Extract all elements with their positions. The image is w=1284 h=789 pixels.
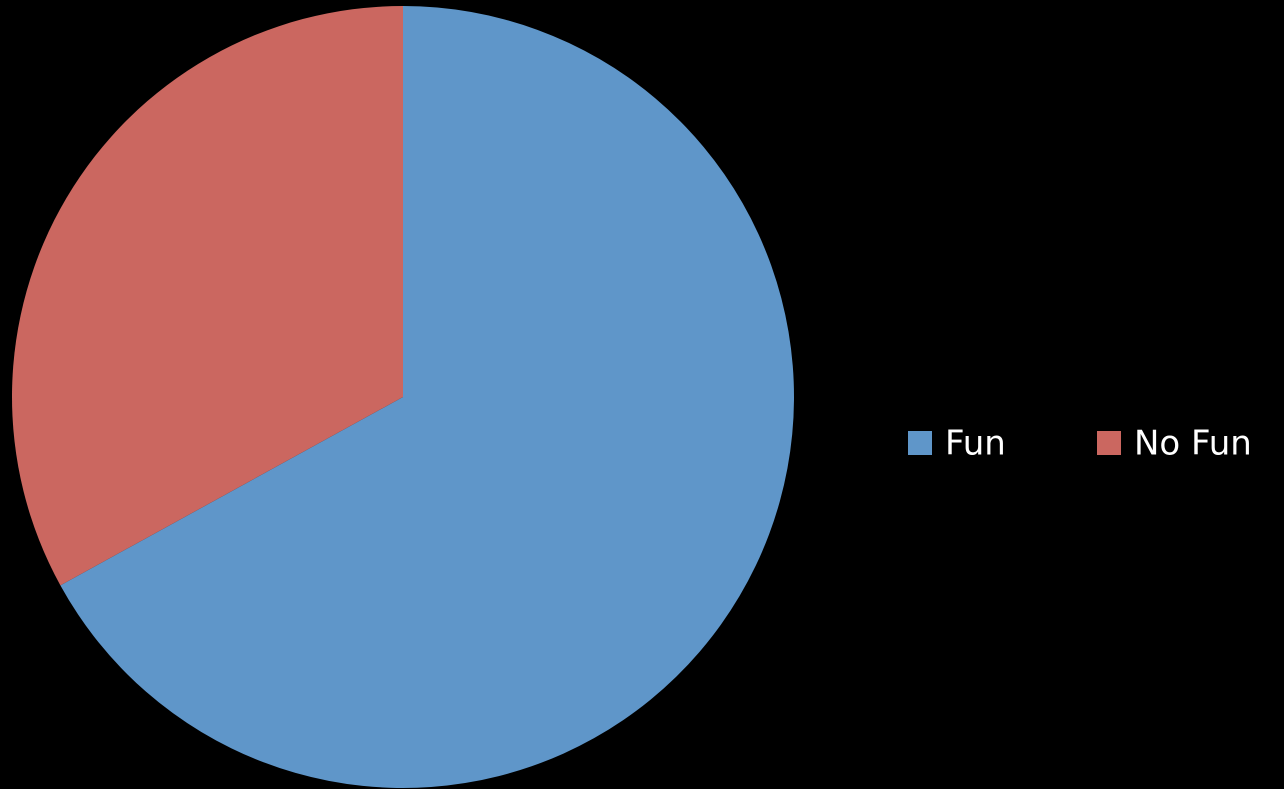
pie-slice (60, 6, 795, 788)
pie-slice (12, 6, 403, 586)
legend-label: Fun (945, 424, 1006, 464)
legend-swatch (1097, 431, 1121, 455)
legend-swatch (908, 431, 932, 455)
legend-label: No Fun (1134, 424, 1252, 464)
